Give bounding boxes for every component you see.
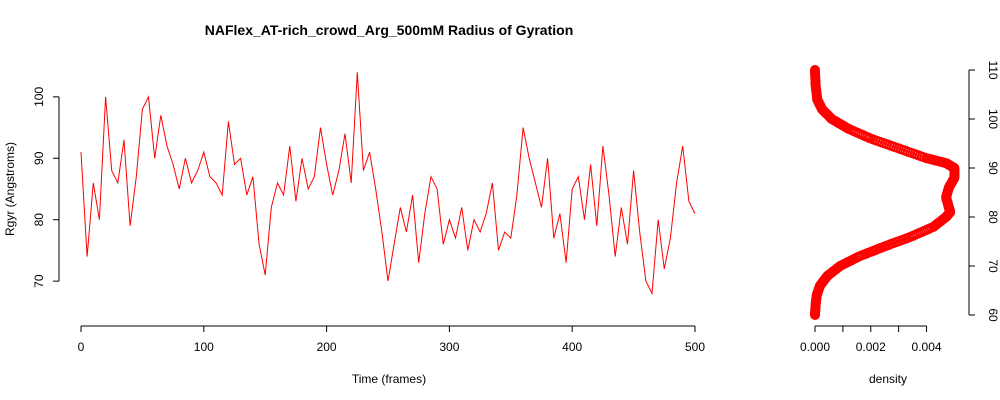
x-axis-ticks: 0 100 200 300 400 500	[78, 326, 705, 354]
x-axis-label: Time (frames)	[352, 372, 426, 386]
density-y-axis-ticks: 60 70 80 90 100 110	[969, 60, 1000, 322]
x-tick-label: 100	[194, 340, 214, 354]
density-y-tick-label: 80	[986, 210, 1000, 224]
x-tick-label: 300	[439, 340, 459, 354]
density-y-tick-label: 70	[986, 259, 1000, 273]
density-curve	[809, 65, 960, 320]
density-x-tick-label: 0.004	[912, 340, 942, 354]
x-tick-label: 500	[685, 340, 705, 354]
density-x-axis-ticks: 0.000 0.002 0.004	[800, 326, 942, 354]
x-tick-label: 0	[78, 340, 85, 354]
time-series-panel: 0 100 200 300 400 500 70 80 90 100 Time (frames)…	[3, 72, 705, 386]
x-tick-label: 200	[317, 340, 337, 354]
density-x-tick-label: 0.002	[856, 340, 886, 354]
x-tick-label: 400	[562, 340, 582, 354]
density-y-tick-label: 110	[986, 60, 1000, 79]
y-axis-label: Rgyr (Angstroms)	[3, 142, 17, 236]
y-tick-label: 80	[32, 213, 46, 227]
y-tick-label: 90	[32, 151, 46, 165]
density-x-tick-label: 0.000	[800, 340, 830, 354]
chart-title: NAFlex_AT-rich_crowd_Arg_500mM Radius of…	[205, 22, 574, 38]
y-axis-ticks: 70 80 90 100	[32, 87, 59, 288]
density-x-axis-label: density	[869, 372, 907, 386]
rgyr-series-line	[80, 72, 696, 296]
density-point	[809, 65, 820, 76]
density-y-tick-label: 90	[986, 161, 1000, 175]
y-tick-label: 70	[32, 274, 46, 288]
density-panel: 0.000 0.002 0.004 60 70 80 90 100 110 density	[800, 60, 1000, 386]
density-y-tick-label: 60	[986, 308, 1000, 322]
density-y-tick-label: 100	[986, 109, 1000, 129]
y-tick-label: 100	[32, 87, 46, 107]
